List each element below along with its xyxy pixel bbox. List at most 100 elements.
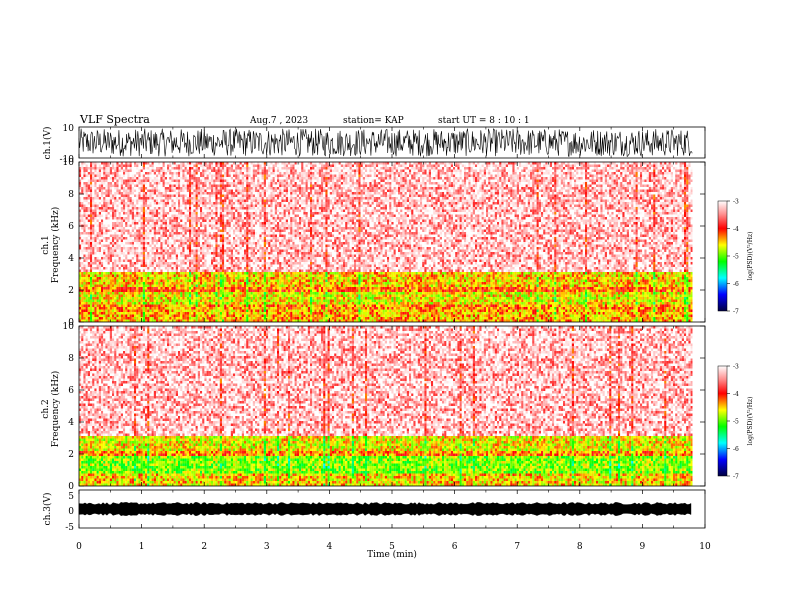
ch1-spec-cell [226,219,229,222]
ch1-spec-cell [224,294,227,297]
ch1-spec-cell [83,294,86,297]
ch1-spec-cell [90,274,93,277]
ch1-spec-cell [186,262,189,265]
ch1-spec-cell [222,164,225,167]
ch1-spec-cell [160,212,163,215]
ch1-spec-cell [162,272,165,275]
ch1-spec-cell [173,172,176,175]
ch1-spec-cell [147,189,150,192]
ch1-spec-cell [175,169,178,172]
ch1-spec-cell [167,239,170,242]
ch1-spec-cell [109,284,112,287]
ch1-spec-cell [140,264,143,267]
ch1-spec-cell [178,212,181,215]
ch1-spec-cell [112,264,115,267]
ch1-spec-cell [173,184,176,187]
ch1-spec-cell [162,194,165,197]
ch1-spec-cell [217,302,220,305]
ch1-spec-cell [215,257,218,260]
ch1-spec-cell [107,284,110,287]
ch1-spec-cell [189,162,192,165]
ch1-spec-cell [211,297,214,300]
ch1-spec-cell [169,227,172,230]
ch1-spec-cell [153,234,156,237]
ch1-spec-cell [217,214,220,217]
ch1-spec-cell [195,249,198,252]
ch1-spec-cell [164,234,167,237]
ch1-spec-cell [79,317,82,320]
ch1-spec-cell [158,184,161,187]
ch1-spec-cell [158,289,161,292]
ch1-spec-cell [79,197,82,200]
ch1-spec-cell [191,197,194,200]
ch1-spec-cell [189,169,192,172]
ch1-spec-cell [230,262,233,265]
ch1-spec-cell [151,212,154,215]
ch1-spec-cell [134,249,137,252]
ch1-spec-cell [120,262,123,265]
ch1-spec-cell [175,267,178,270]
ch1-spec-cell [195,297,198,300]
ch1-spec-cell [83,254,86,257]
ch1-spec-cell [90,207,93,210]
ch1-spec-cell [81,217,84,220]
ch1-spec-cell [151,204,154,207]
ch1-spec-cell [191,244,194,247]
ch1-spec-cell [131,209,134,212]
ch1-spec-cell [162,257,165,260]
ch1-spec-cell [120,172,123,175]
ch1-spec-cell [213,202,216,205]
ch1-spec-cell [246,197,249,200]
ch1-spec-cell [191,169,194,172]
ch1-spec-cell [193,224,196,227]
ch1-spec-cell [136,249,139,252]
ch1-spec-cell [175,272,178,275]
ch1-spec-cell [193,254,196,257]
ch1-spec-cell [120,277,123,280]
ch1-spec-cell [213,269,216,272]
ch1-spec-cell [118,274,121,277]
ch1-spec-cell [219,242,222,245]
ch1-spec-cell [215,237,218,240]
ch1-spec-cell [169,167,172,170]
ch1-spec-cell [226,187,229,190]
ch1-spec-cell [151,242,154,245]
ch1-spec-cell [204,259,207,262]
ch1-spec-cell [239,279,242,282]
ch1-spec-cell [153,312,156,315]
ch1-spec-cell [224,184,227,187]
ch1-spec-cell [215,182,218,185]
ch1-spec-cell [120,312,123,315]
ch1-spec-cell [208,239,211,242]
ch1-spec-cell [224,172,227,175]
ch1-spec-cell [171,292,174,295]
ch1-spec-cell [153,264,156,267]
ch1-spec-cell [112,267,115,270]
ch1-spec-cell [184,214,187,217]
ch1-spec-cell [186,294,189,297]
ch1-spec-cell [200,187,203,190]
ch1-spec-cell [129,187,132,190]
ch1-spec-cell [149,179,152,182]
ch1-spec-cell [164,177,167,180]
ch1-spec-cell [120,192,123,195]
ch1-spec-cell [171,219,174,222]
ch1-spec-cell [248,169,251,172]
ch1-spec-cell [237,192,240,195]
ch1-spec-cell [222,259,225,262]
ch1-spec-cell [83,292,86,295]
ch1-spec-cell [103,174,106,177]
ch1-spec-cell [153,227,156,230]
ch1-spec-cell [222,294,225,297]
ch1-spec-cell [193,169,196,172]
ch1-spec-cell [246,232,249,235]
ch1-spec-cell [151,239,154,242]
ch1-spec-cell [175,232,178,235]
ch1-spec-cell [208,204,211,207]
ch1-spec-cell [136,214,139,217]
ch1-spec-cell [206,242,209,245]
ch1-spec-cell [213,179,216,182]
ch1-spec-cell [107,294,110,297]
ch1-spec-cell [90,224,93,227]
ch1-spec-cell [103,297,106,300]
